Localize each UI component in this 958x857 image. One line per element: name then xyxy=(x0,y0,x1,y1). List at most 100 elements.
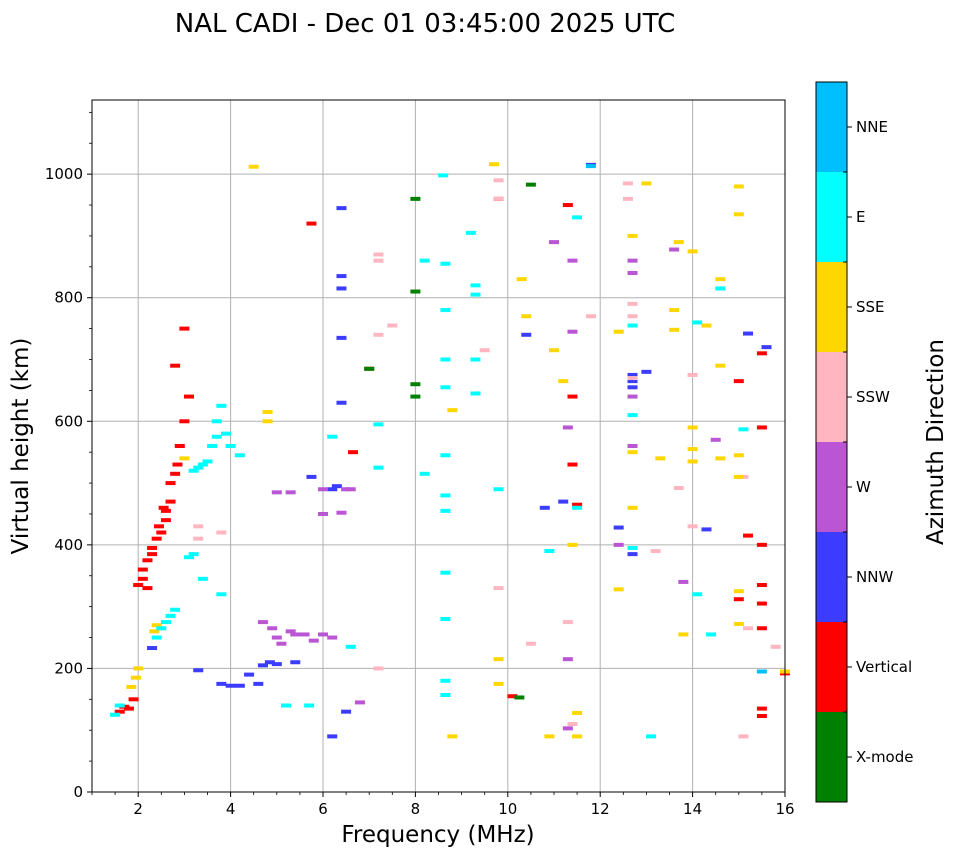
data-point-e xyxy=(327,434,338,439)
data-point-vertical xyxy=(170,363,181,368)
data-point-nne xyxy=(756,669,767,674)
data-point-vertical xyxy=(153,524,164,529)
data-point-vertical xyxy=(160,518,171,523)
data-point-e xyxy=(465,230,476,235)
data-point-sse xyxy=(733,621,744,626)
data-point-e xyxy=(440,385,451,390)
data-point-nnw xyxy=(341,709,352,714)
data-point-nnw xyxy=(257,663,268,668)
data-point-sse xyxy=(678,632,689,637)
data-point-e xyxy=(470,292,481,297)
data-point-e xyxy=(188,552,199,557)
data-point-ssw xyxy=(687,524,698,529)
data-points xyxy=(110,162,790,739)
data-point-e xyxy=(440,570,451,575)
data-point-vertical xyxy=(142,586,153,591)
data-point-e xyxy=(419,471,430,476)
data-point-vertical xyxy=(184,394,195,399)
data-point-e xyxy=(440,453,451,458)
data-point-w xyxy=(627,271,638,275)
data-point-w xyxy=(257,620,268,625)
colorbar-segment xyxy=(816,172,847,262)
data-point-e xyxy=(470,391,481,396)
data-point-nnw xyxy=(558,499,569,504)
data-point-e xyxy=(207,444,218,448)
data-point-e xyxy=(627,323,638,328)
data-point-w xyxy=(276,641,287,646)
colorbar: NNE E SSE SSW W NNW Vertical X-mode xyxy=(815,81,913,803)
y-tick-label: 800 xyxy=(54,289,83,307)
data-point-vertical xyxy=(756,351,767,356)
colorbar-label-nnw: NNW xyxy=(856,568,893,586)
data-point-vertical xyxy=(348,450,359,455)
data-point-e xyxy=(211,434,222,439)
data-point-nnw xyxy=(701,527,712,532)
data-point-e xyxy=(440,617,451,621)
x-tick-label: 14 xyxy=(683,800,702,818)
plot-frame xyxy=(91,99,786,793)
data-point-ssw xyxy=(738,734,749,739)
data-point-nnw xyxy=(290,660,301,665)
data-point-e xyxy=(165,613,176,618)
data-point-sse xyxy=(733,589,744,594)
data-point-ssw xyxy=(770,644,781,649)
data-point-sse xyxy=(627,450,638,455)
data-point-sse xyxy=(262,410,273,415)
data-point-e xyxy=(110,712,121,717)
colorbar-segment xyxy=(816,712,847,802)
data-point-vertical xyxy=(160,508,171,513)
data-point-e xyxy=(470,283,481,288)
data-point-w xyxy=(299,632,310,637)
colorbar-label-x-mode: X-mode xyxy=(856,748,913,766)
data-point-vertical xyxy=(306,221,317,226)
data-point-nnw xyxy=(271,662,282,667)
data-point-sse xyxy=(669,327,680,332)
data-point-sse xyxy=(613,587,624,592)
data-point-e xyxy=(440,357,451,362)
x-tick-label: 16 xyxy=(775,800,794,818)
data-point-e xyxy=(281,703,292,708)
data-point-vertical xyxy=(158,505,169,510)
grid-lines xyxy=(92,100,785,792)
data-point-sse xyxy=(149,629,160,634)
colorbar-segment xyxy=(816,532,847,622)
data-point-ssw xyxy=(373,332,384,337)
data-point-vertical xyxy=(147,552,158,557)
data-point-e xyxy=(440,308,451,313)
data-point-e xyxy=(114,703,125,708)
data-point-e xyxy=(572,505,583,510)
data-point-sse xyxy=(673,240,684,245)
data-point-vertical xyxy=(147,545,158,550)
data-point-ssw xyxy=(627,301,638,306)
data-point-sse xyxy=(627,505,638,510)
data-point-vertical xyxy=(128,697,139,702)
data-point-ssw xyxy=(650,549,661,554)
x-axis-ticks: 2 4 6 8 10 12 14 16 xyxy=(91,792,795,818)
data-point-sse xyxy=(179,456,190,461)
x-tick-label: 4 xyxy=(226,800,236,818)
data-point-nnw xyxy=(761,345,772,350)
data-point-vertical xyxy=(170,471,181,476)
data-point-sse xyxy=(627,233,638,238)
data-point-sse xyxy=(687,459,698,464)
y-axis-ticks: 0 200 400 600 800 1000 xyxy=(45,111,92,801)
data-point-vertical xyxy=(756,714,767,719)
data-point-ssw xyxy=(479,348,490,353)
data-point-w xyxy=(562,726,573,731)
data-point-nnw xyxy=(336,206,347,211)
data-point-sse xyxy=(687,425,698,430)
data-point-w xyxy=(327,635,338,640)
data-point-ssw xyxy=(193,524,204,529)
data-point-nnw xyxy=(336,286,347,291)
data-point-e xyxy=(738,427,749,432)
colorbar-label: Azimuth Direction xyxy=(923,339,949,545)
data-point-e xyxy=(692,592,703,597)
data-point-sse xyxy=(549,348,559,353)
data-point-vertical xyxy=(756,542,767,547)
data-point-sse xyxy=(493,657,504,662)
data-point-e xyxy=(373,422,384,427)
data-point-ssw xyxy=(525,641,536,646)
data-point-vertical xyxy=(174,444,185,448)
data-point-ssw xyxy=(743,626,754,631)
data-point-sse xyxy=(493,681,504,686)
